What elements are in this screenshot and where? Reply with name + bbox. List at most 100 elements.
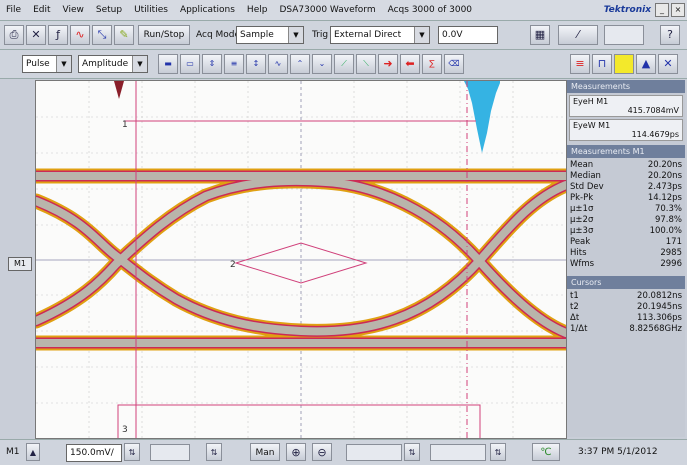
horizontal-scale-field[interactable]	[346, 444, 402, 461]
menu-view[interactable]: View	[62, 5, 84, 15]
stat-row: Median 20.20ns	[570, 171, 682, 181]
main-toolbar: ⎙ ✕ ƒ ∿ ⤡ ✎ Run/Stop Acq Mode Sample ▼ T…	[0, 21, 687, 50]
cursor-label-2: 2	[230, 260, 236, 270]
channel-up-icon[interactable]: ▲	[26, 443, 40, 461]
waveform-icon[interactable]: ∿	[70, 25, 90, 45]
stat-row: Hits 2985	[570, 248, 682, 258]
trig-level-field[interactable]: 0.0V	[438, 26, 498, 44]
scale-value: 150.0mV/	[70, 448, 114, 458]
cursor-readouts: t1 20.0812ns t2 20.1945ns Δt 113.306ps 1/Δt…	[567, 289, 685, 335]
measure-undershoot-icon[interactable]: ⌄	[312, 54, 332, 74]
cursor-label-1: 1	[122, 120, 128, 130]
measure-type-value: Pulse	[26, 59, 50, 69]
channel-marker[interactable]: M1	[8, 257, 32, 271]
cursor-row: t1 20.0812ns	[570, 291, 682, 301]
close-icon[interactable]: ×	[671, 3, 685, 17]
stat-row: Wfms 2996	[570, 259, 682, 269]
acq-mode-label: Acq Mode	[196, 30, 241, 40]
menu-utilities[interactable]: Utilities	[134, 5, 168, 15]
zoom-in-icon[interactable]: ⊕	[286, 443, 306, 461]
zoom-mode-button[interactable]: Man	[250, 443, 280, 461]
cursor-icon[interactable]: ⤡	[92, 25, 112, 45]
chevron-down-icon: ▼	[56, 56, 71, 72]
menu-applications[interactable]: Applications	[179, 5, 235, 15]
cursor-row: Δt 113.306ps	[570, 313, 682, 323]
horizontal-spinner-icon[interactable]: ⇅	[404, 443, 420, 461]
bottom-measure-box	[117, 404, 481, 438]
measure-pkpk-icon[interactable]: ↕	[246, 54, 266, 74]
pen-icon[interactable]: ✎	[114, 25, 134, 45]
trig-source-value: External Direct	[334, 30, 402, 40]
menu-setup[interactable]: Setup	[95, 5, 123, 15]
zoom-out-icon[interactable]: ⊖	[312, 443, 332, 461]
stat-row: Mean 20.20ns	[570, 160, 682, 170]
blank-button[interactable]	[604, 25, 644, 45]
measurements-header: Measurements	[567, 80, 685, 93]
eye-width-label: EyeW M1	[573, 121, 611, 130]
close-panel-icon[interactable]: ✕	[658, 54, 678, 74]
menu-edit[interactable]: Edit	[33, 5, 51, 15]
cursors-header: Cursors	[567, 276, 685, 289]
stat-row: Std Dev 2.473ps	[570, 182, 682, 192]
acq-mode-value: Sample	[240, 30, 274, 40]
measure-amplitude-icon[interactable]: ⇕	[202, 54, 222, 74]
measure-rise-icon[interactable]: ⟋	[334, 54, 354, 74]
stat-row: Peak 171	[570, 237, 682, 247]
acq-mode-select[interactable]: Sample ▼	[236, 26, 304, 44]
eye-diagram-display[interactable]: 1 2 3	[35, 80, 567, 439]
yellow-box-icon[interactable]	[614, 54, 634, 74]
record-length-field[interactable]	[430, 444, 486, 461]
measure-category-select[interactable]: Amplitude ▼	[78, 55, 148, 73]
channel-label[interactable]: M1	[6, 447, 20, 457]
arrow-left-icon[interactable]: ⬅	[400, 54, 420, 74]
menu-lines-icon[interactable]: ≡	[570, 54, 590, 74]
cursor-label-3: 3	[122, 425, 128, 435]
arrow-right-icon[interactable]: ➜	[378, 54, 398, 74]
eye-width-readout[interactable]: EyeW M1 114.4679ps	[569, 119, 683, 141]
measurement-panel: Measurements EyeH M1 415.7084mV EyeW M1 …	[567, 80, 685, 437]
measure-overshoot-icon[interactable]: ⌃	[290, 54, 310, 74]
menu-bar: File Edit View Setup Utilities Applicati…	[0, 0, 687, 21]
measure-low-icon[interactable]: ▭	[180, 54, 200, 74]
trigger-status-icon[interactable]: ℃	[532, 443, 560, 461]
clear-icon[interactable]: ⌫	[444, 54, 464, 74]
record-spinner-icon[interactable]: ⇅	[490, 443, 506, 461]
measure-high-icon[interactable]: ▬	[158, 54, 178, 74]
menu-help[interactable]: Help	[246, 5, 268, 15]
grid-icon[interactable]: ▦	[530, 25, 550, 45]
printer-icon[interactable]: ⎙	[4, 25, 24, 45]
measure-mean-icon[interactable]: ≡	[224, 54, 244, 74]
jitter-histogram	[464, 81, 500, 153]
chevron-down-icon: ▼	[414, 27, 429, 43]
eye-height-readout[interactable]: EyeH M1 415.7084mV	[569, 95, 683, 117]
measure-fall-icon[interactable]: ⟍	[356, 54, 376, 74]
cursor-row: t2 20.1945ns	[570, 302, 682, 312]
menu-file[interactable]: File	[6, 5, 22, 15]
wave-view-icon[interactable]: ⊓	[592, 54, 612, 74]
position-field[interactable]	[150, 444, 190, 461]
trig-source-select[interactable]: External Direct ▼	[330, 26, 430, 44]
histogram-stats: Mean 20.20ns Median 20.20ns Std Dev 2.473ps…	[567, 158, 685, 270]
math-icon[interactable]: ƒ	[48, 25, 68, 45]
status-bar: M1 ▲ 150.0mV/ ⇅ ⇅ Man ⊕ ⊖ ⇅ ⇅ ℃ 3:37 PM …	[0, 439, 687, 465]
measurement-toolbar: Pulse ▼ Amplitude ▼ ▬ ▭ ⇕ ≡ ↕ ∿ ⌃ ⌄ ⟋ ⟍ …	[0, 50, 687, 79]
triangle-icon[interactable]: ▲	[636, 54, 656, 74]
measure-type-select[interactable]: Pulse ▼	[22, 55, 72, 73]
run-stop-button[interactable]: Run/Stop	[138, 25, 190, 45]
trig-label: Trig	[312, 30, 329, 40]
ramp-icon[interactable]: ⁄	[558, 25, 598, 45]
position-spinner-icon[interactable]: ⇅	[206, 443, 222, 461]
measure-rms-icon[interactable]: ∿	[268, 54, 288, 74]
eye-width-value: 114.4679ps	[631, 130, 679, 139]
help-icon[interactable]: ?	[660, 25, 680, 45]
scale-field[interactable]: 150.0mV/	[66, 444, 122, 462]
chevron-down-icon: ▼	[132, 56, 147, 72]
stat-row: Pk-Pk 14.12ps	[570, 193, 682, 203]
minimize-icon[interactable]: _	[655, 3, 669, 17]
measure-category-value: Amplitude	[82, 59, 129, 69]
tools-icon[interactable]: ✕	[26, 25, 46, 45]
eye-height-label: EyeH M1	[573, 97, 609, 106]
statistics-icon[interactable]: ∑	[422, 54, 442, 74]
eye-mask-diamond	[234, 242, 368, 284]
scale-spinner-icon[interactable]: ⇅	[124, 443, 140, 461]
